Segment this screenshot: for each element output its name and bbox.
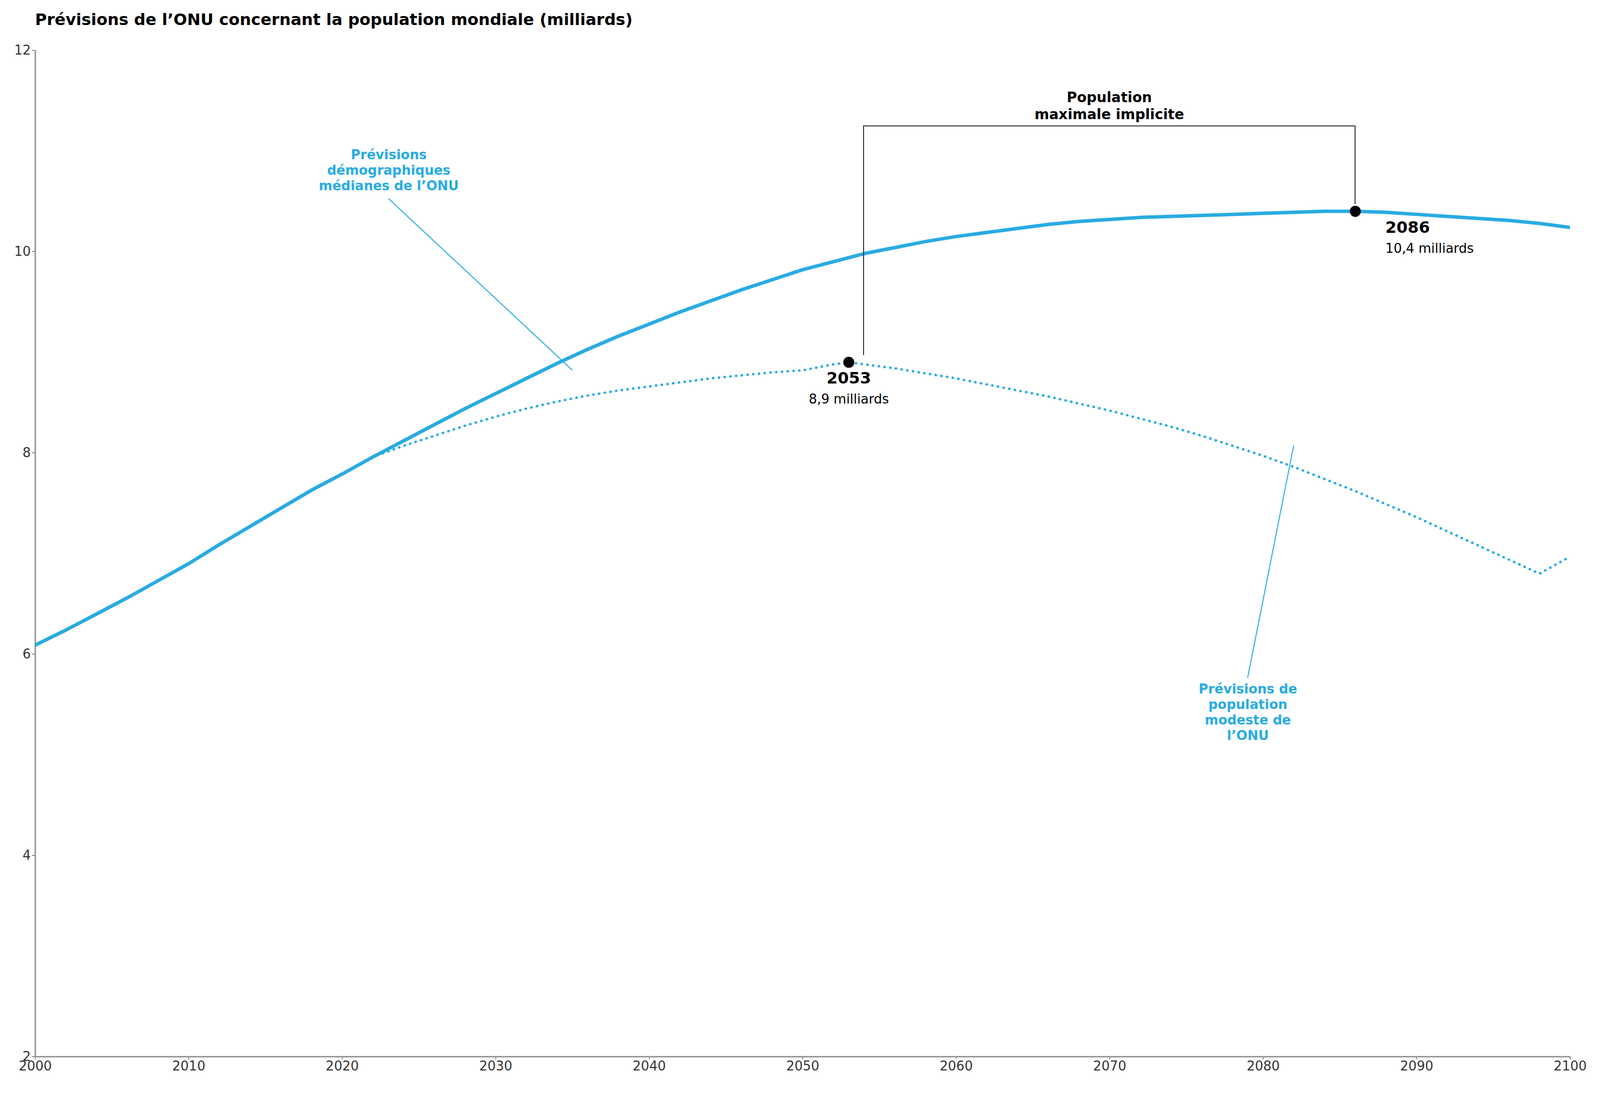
- svg-text:10,4 milliards: 10,4 milliards: [1385, 240, 1474, 256]
- svg-text:2: 2: [22, 1048, 31, 1064]
- svg-text:2040: 2040: [632, 1058, 666, 1074]
- svg-text:Prévisionsdémographiquesmédian: Prévisionsdémographiquesmédianes de l’ON…: [318, 147, 460, 194]
- svg-text:2020: 2020: [325, 1058, 359, 1074]
- svg-text:2050: 2050: [785, 1058, 820, 1074]
- svg-text:12: 12: [14, 42, 31, 58]
- svg-text:2000: 2000: [18, 1058, 52, 1074]
- svg-text:8: 8: [22, 445, 32, 461]
- html-text:Prévisions de l’ONU concernant: Prévisions de l’ONU concernant la popula…: [35, 10, 633, 30]
- svg-text:2060: 2060: [939, 1058, 973, 1074]
- svg-text:8,9 milliards: 8,9 milliards: [808, 391, 889, 407]
- svg-text:2053: 2053: [826, 368, 872, 388]
- svg-text:10: 10: [14, 243, 31, 259]
- svg-text:2070: 2070: [1093, 1058, 1127, 1074]
- svg-text:6: 6: [22, 646, 32, 662]
- svg-text:Populationmaximale implicite: Populationmaximale implicite: [1034, 89, 1185, 123]
- svg-text:2080: 2080: [1246, 1058, 1280, 1074]
- svg-text:2090: 2090: [1400, 1058, 1434, 1074]
- svg-text:2086: 2086: [1385, 217, 1430, 237]
- svg-text:Prévisions depopulationmodeste: Prévisions depopulationmodeste del’ONU: [1198, 681, 1298, 744]
- svg-text:2030: 2030: [479, 1058, 513, 1074]
- svg-text:2100: 2100: [1553, 1058, 1587, 1074]
- svg-text:4: 4: [22, 847, 32, 863]
- svg-text:2010: 2010: [172, 1058, 206, 1074]
